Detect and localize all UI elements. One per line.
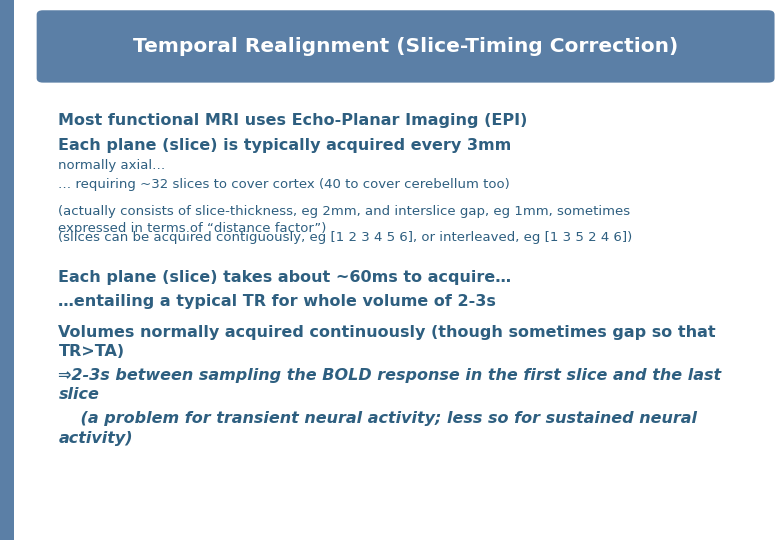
Text: Volumes normally acquired continuously (though sometimes gap so that
TR>TA): Volumes normally acquired continuously (… — [58, 325, 716, 359]
Text: Each plane (slice) is typically acquired every 3mm: Each plane (slice) is typically acquired… — [58, 138, 512, 153]
Text: ⇒2-3s between sampling the BOLD response in the first slice and the last
slice: ⇒2-3s between sampling the BOLD response… — [58, 368, 722, 402]
Text: Most functional MRI uses Echo-Planar Imaging (EPI): Most functional MRI uses Echo-Planar Ima… — [58, 113, 528, 129]
Text: (a problem for transient neural activity; less so for sustained neural
activity): (a problem for transient neural activity… — [58, 411, 697, 446]
Text: (actually consists of slice-thickness, eg 2mm, and interslice gap, eg 1mm, somet: (actually consists of slice-thickness, e… — [58, 205, 630, 235]
FancyBboxPatch shape — [37, 10, 775, 83]
Bar — [0, 0, 14, 540]
Text: (slices can be acquired contiguously, eg [1 2 3 4 5 6], or interleaved, eg [1 3 : (slices can be acquired contiguously, eg… — [58, 231, 633, 244]
Text: …entailing a typical TR for whole volume of 2-3s: …entailing a typical TR for whole volume… — [58, 294, 496, 309]
Text: … requiring ~32 slices to cover cortex (40 to cover cerebellum too): … requiring ~32 slices to cover cortex (… — [58, 178, 510, 191]
Text: normally axial…: normally axial… — [58, 159, 165, 172]
Text: Temporal Realignment (Slice-Timing Correction): Temporal Realignment (Slice-Timing Corre… — [133, 37, 679, 56]
Text: Each plane (slice) takes about ~60ms to acquire…: Each plane (slice) takes about ~60ms to … — [58, 270, 512, 285]
